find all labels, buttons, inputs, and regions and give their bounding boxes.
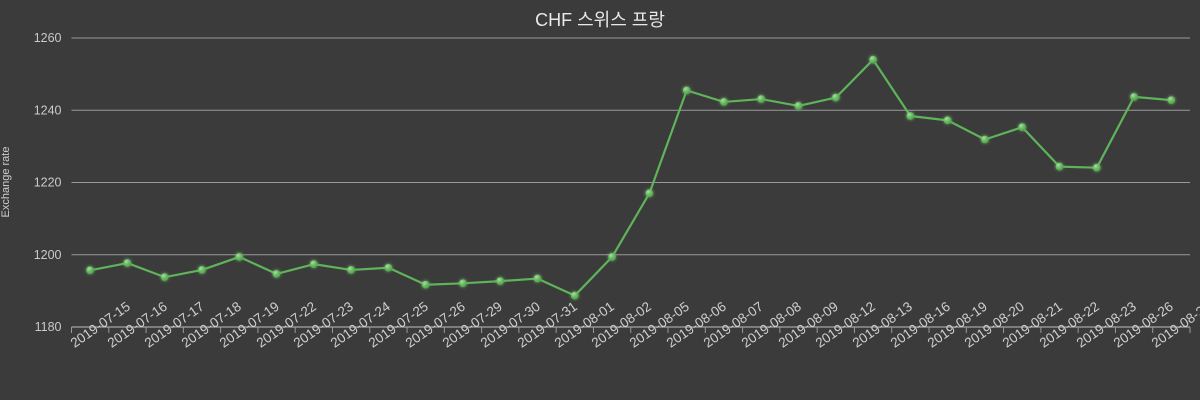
svg-text:1200: 1200 (34, 248, 62, 262)
svg-text:1260: 1260 (34, 31, 62, 45)
svg-text:1220: 1220 (34, 176, 62, 190)
svg-text:1180: 1180 (35, 320, 62, 334)
svg-text:1240: 1240 (34, 103, 62, 117)
